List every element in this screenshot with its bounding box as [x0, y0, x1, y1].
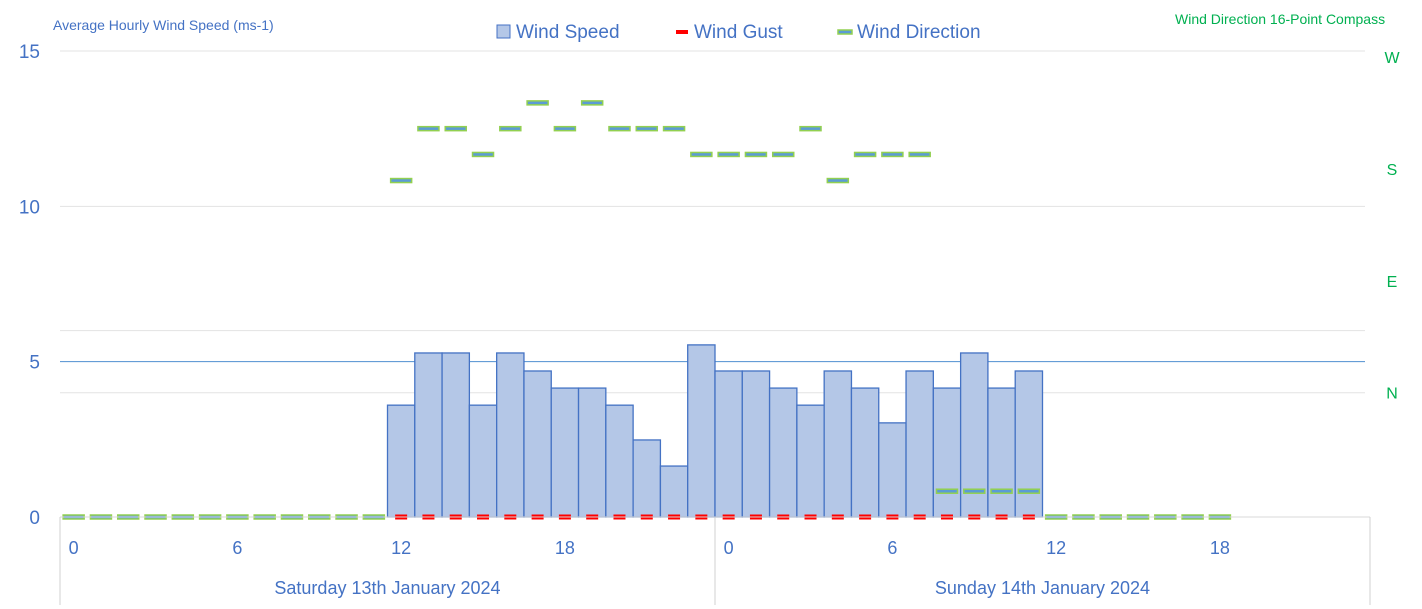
x-tick-label: 0 [724, 538, 734, 558]
wind-direction-dash [799, 125, 822, 132]
wind-direction-dash [690, 151, 713, 158]
wind-direction-dash [389, 177, 413, 184]
wind-speed-bar [523, 370, 552, 518]
wind-speed-bar [468, 404, 498, 518]
wind-direction-dash [963, 488, 986, 494]
wind-direction-dash [471, 151, 495, 158]
wind-direction-dash [1017, 488, 1041, 494]
y-tick-label: 15 [19, 42, 40, 63]
x-tick-label: 0 [69, 538, 79, 558]
wind-direction-dash [771, 151, 795, 158]
right-axis-label-n: N [1386, 386, 1398, 403]
y-tick-label: 10 [19, 197, 40, 218]
legend-wind-speed-swatch [496, 24, 511, 39]
wind-speed-bar [605, 404, 634, 518]
legend-wind-gust-swatch [676, 30, 688, 34]
x-tick-label: 12 [1046, 538, 1066, 558]
wind-speed-bar [768, 387, 798, 518]
wind-direction-dash [444, 125, 467, 132]
wind-speed-bar [414, 352, 443, 518]
wind-speed-bar [823, 370, 853, 518]
legend-wind-direction-swatch [837, 29, 853, 35]
wind-direction-dash [662, 125, 686, 132]
wind-direction-dash [608, 125, 631, 132]
x-tick-label: 6 [232, 538, 242, 558]
wind-direction-dash [744, 151, 768, 158]
legend-wind-direction-label: Wind Direction [857, 22, 981, 43]
wind-direction-dash [580, 100, 604, 106]
axes: 0 5 10 15 N E S W 0 6 12 18 Saturday 13th January 20… [19, 42, 1400, 605]
y-tick-label: 5 [29, 353, 40, 374]
x-tick-label: 18 [555, 538, 575, 558]
wind-direction-dash [990, 488, 1013, 494]
wind-speed-bar [632, 439, 662, 518]
wind-speed-bar [496, 352, 525, 518]
wind-speed-bar [987, 387, 1016, 518]
wind-direction-dash [499, 125, 522, 132]
wind-speed-bar [386, 404, 416, 518]
wind-speed-bar [932, 387, 962, 518]
wind-direction-dash [826, 177, 850, 184]
x-tick-label: 18 [1210, 538, 1230, 558]
day-label: Sunday 14th January 2024 [935, 578, 1150, 598]
wind-direction-dash [553, 125, 577, 132]
wind-speed-bar [741, 370, 771, 518]
wind-direction-dash [881, 151, 904, 158]
right-axis-label-s: S [1387, 162, 1398, 179]
wind-direction-dash [935, 488, 959, 494]
right-axis-title: Wind Direction 16-Point Compass [1175, 11, 1385, 27]
day-label: Saturday 13th January 2024 [274, 578, 500, 598]
legend-wind-speed-label: Wind Speed [516, 22, 620, 43]
wind-direction-dash [908, 151, 931, 158]
gridlines [60, 50, 1365, 394]
wind-speed-bar [441, 352, 471, 518]
wind-speed-bar [550, 387, 580, 518]
wind-speed-bar [1014, 370, 1044, 518]
wind-speed-bar [878, 422, 907, 518]
right-axis-label-w: W [1384, 50, 1400, 67]
wind-speed-bar [850, 387, 880, 518]
wind-speed-bar [577, 387, 607, 518]
left-axis-title: Average Hourly Wind Speed (ms-1) [53, 17, 274, 33]
wind-speed-bar [687, 344, 716, 518]
x-tick-label: 12 [391, 538, 411, 558]
wind-direction-dash [526, 100, 549, 106]
wind-direction-dash [717, 151, 740, 158]
wind-speed-bar [714, 370, 743, 518]
y-tick-label: 0 [29, 508, 40, 529]
legend-wind-gust-label: Wind Gust [694, 22, 783, 43]
wind-direction-dash [635, 125, 659, 132]
wind-direction-dash [853, 151, 877, 158]
legend: Wind Speed Wind Gust Wind Direction [496, 22, 981, 43]
wind-speed-bar [905, 370, 934, 518]
wind-speed-bars [386, 344, 1044, 518]
wind-speed-bar [659, 465, 689, 518]
wind-speed-bar [796, 404, 825, 518]
x-tick-label: 6 [887, 538, 897, 558]
right-axis-label-e: E [1387, 274, 1398, 291]
wind-direction-dash [417, 125, 440, 132]
